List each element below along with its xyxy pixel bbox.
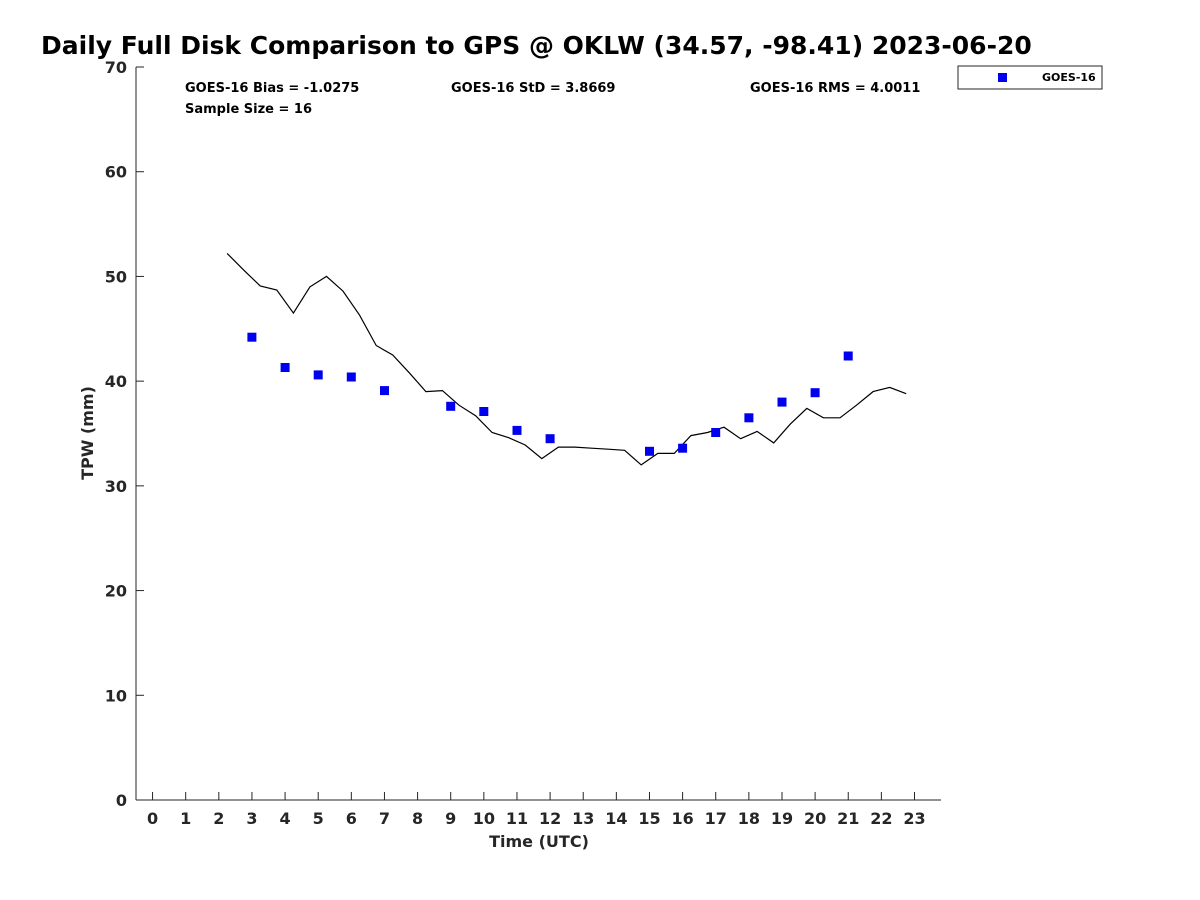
gps-reference-line	[226, 252, 907, 466]
x-tick-label: 19	[771, 809, 793, 828]
goes-16-point	[479, 407, 489, 416]
x-tick-label: 17	[705, 809, 727, 828]
stat-bias: GOES-16 Bias = -1.0275	[185, 81, 359, 96]
goes-16-point	[545, 434, 555, 444]
x-tick-label: 16	[671, 809, 693, 828]
series-layer	[226, 252, 907, 466]
goes-16-point	[346, 372, 356, 382]
goes-16-point	[678, 443, 688, 453]
goes-16-point	[777, 397, 787, 407]
goes-16-point	[645, 446, 654, 456]
x-tick-label: 1	[180, 809, 191, 828]
goes-16-point	[380, 386, 389, 396]
goes-16-point	[313, 370, 323, 380]
goes-16-point	[711, 428, 721, 437]
x-tick-label: 20	[804, 809, 826, 828]
x-tick-label: 10	[473, 809, 495, 828]
x-tick-label: 15	[638, 809, 660, 828]
y-tick-label: 10	[105, 686, 127, 705]
y-tick-label: 0	[116, 791, 127, 810]
y-tick-label: 20	[105, 582, 127, 601]
goes-16-point	[810, 388, 820, 398]
legend: GOES-16	[957, 65, 1103, 90]
goes-16-point	[512, 425, 522, 435]
x-tick-label: 21	[837, 809, 859, 828]
x-tick-label: 6	[346, 809, 357, 828]
stat-rms: GOES-16 RMS = 4.0011	[750, 81, 920, 96]
x-tick-label: 11	[506, 809, 528, 828]
y-tick-label: 60	[105, 163, 127, 182]
x-tick-label: 22	[870, 809, 892, 828]
x-tick-label: 3	[246, 809, 257, 828]
x-tick-label: 5	[313, 809, 324, 828]
x-tick-label: 8	[412, 809, 423, 828]
goes-16-point	[744, 413, 754, 423]
x-tick-label: 2	[213, 809, 224, 828]
chart-title: Daily Full Disk Comparison to GPS @ OKLW…	[41, 31, 1032, 60]
x-tick-label: 9	[445, 809, 456, 828]
x-tick-label: 14	[605, 809, 627, 828]
x-tick-label: 13	[572, 809, 594, 828]
goes-16-point	[843, 351, 853, 361]
x-tick-label: 7	[379, 809, 390, 828]
goes-16-point	[247, 332, 257, 342]
goes-16-point	[280, 363, 290, 372]
y-tick-label: 30	[105, 477, 127, 496]
legend-label: GOES-16	[1042, 71, 1096, 84]
stat-std: GOES-16 StD = 3.8669	[451, 81, 615, 96]
legend-box	[957, 65, 1103, 90]
stats-annotations: GOES-16 Bias = -1.0275 GOES-16 StD = 3.8…	[185, 81, 920, 117]
y-axis-label: TPW (mm)	[78, 386, 97, 480]
stat-sample-size: Sample Size = 16	[185, 102, 312, 117]
x-tick-label: 12	[539, 809, 561, 828]
legend-marker	[998, 73, 1007, 82]
y-tick-label: 50	[105, 267, 127, 286]
y-ticks: 0 10 20 30 40 50 60 70	[105, 58, 144, 810]
x-tick-label: 4	[280, 809, 291, 828]
x-tick-label: 18	[738, 809, 760, 828]
x-ticks: 0 1 2 3 4 5 6 7 8 9 10 11 12 13 14 15 16 17 18 19 20 21 22 23	[147, 792, 926, 828]
x-tick-label: 0	[147, 809, 158, 828]
goes-16-point	[446, 401, 456, 411]
x-tick-label: 23	[903, 809, 925, 828]
y-tick-label: 40	[105, 372, 127, 391]
x-axis-label: Time (UTC)	[489, 832, 589, 851]
y-tick-label: 70	[105, 58, 127, 77]
